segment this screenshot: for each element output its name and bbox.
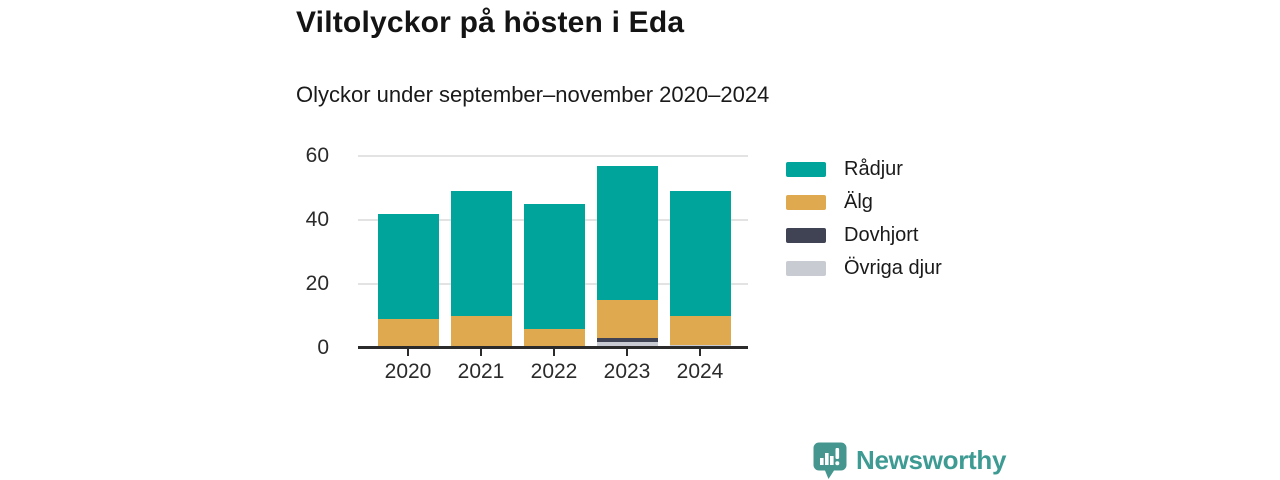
legend-label-Dovhjort: Dovhjort bbox=[844, 224, 919, 246]
bar-segment-2023-Dovhjort bbox=[596, 338, 658, 342]
legend-label-Rådjur: Rådjur bbox=[844, 158, 903, 180]
legend-item-Rådjur: Rådjur bbox=[786, 158, 942, 180]
y-axis-labels: 0 20 40 60 bbox=[256, 144, 344, 359]
bar-segment-2021-Älg bbox=[450, 316, 512, 348]
legend-item-Älg: Älg bbox=[786, 191, 942, 213]
y-tick-label-0: 0 bbox=[317, 336, 329, 359]
bar-segment-2024-Älg bbox=[669, 316, 731, 345]
legend-item-Dovhjort: Dovhjort bbox=[786, 224, 942, 246]
chart-subtitle: Olyckor under september–november 2020–20… bbox=[296, 82, 770, 107]
legend-swatch-Övriga djur bbox=[786, 261, 826, 276]
bar-segment-2020-Älg bbox=[377, 319, 439, 348]
chart-title: Viltolyckor på hösten i Eda bbox=[296, 6, 685, 39]
bar-2020 bbox=[377, 213, 439, 348]
x-tick-2024 bbox=[699, 349, 701, 356]
bar-segment-2022-Älg bbox=[523, 328, 585, 348]
bar-segment-2022-Rådjur bbox=[523, 204, 585, 329]
bar-segment-2023-Övriga djur bbox=[596, 341, 658, 348]
bar-segment-2023-Rådjur bbox=[596, 165, 658, 301]
legend-label-Övriga djur: Övriga djur bbox=[844, 257, 942, 279]
y-tick-label-20: 20 bbox=[305, 272, 329, 295]
x-axis-label-2024: 2024 bbox=[676, 360, 724, 383]
y-tick-label-40: 40 bbox=[305, 208, 329, 231]
x-tick-2021 bbox=[480, 349, 482, 356]
bar-segment-2020-Rådjur bbox=[377, 213, 439, 320]
bar-2023 bbox=[596, 165, 658, 348]
branding: Newsworthy bbox=[813, 442, 1006, 480]
bar-segment-2024-Rådjur bbox=[669, 191, 731, 317]
legend: Rådjur Älg Dovhjort Övriga djur bbox=[786, 158, 942, 294]
x-axis-label-2020: 2020 bbox=[384, 360, 432, 383]
legend-swatch-Älg bbox=[786, 195, 826, 210]
newsworthy-logo-icon bbox=[813, 442, 847, 479]
y-tick-label-60: 60 bbox=[305, 144, 329, 167]
bar-segment-2023-Älg bbox=[596, 300, 658, 339]
newsworthy-logo-text: Newsworthy bbox=[856, 445, 1007, 475]
x-axis-label-2023: 2023 bbox=[603, 360, 651, 383]
x-axis-label-2021: 2021 bbox=[457, 360, 505, 383]
legend-swatch-Rådjur bbox=[786, 162, 826, 177]
x-axis-label-2022: 2022 bbox=[530, 360, 578, 383]
legend-swatch-Dovhjort bbox=[786, 228, 826, 243]
plot-area: 2020 2021 2022 2023 2024 bbox=[358, 155, 748, 383]
legend-label-Älg: Älg bbox=[844, 191, 873, 213]
gridline-60 bbox=[358, 155, 748, 157]
x-tick-2022 bbox=[553, 349, 555, 356]
x-axis-line bbox=[358, 346, 748, 349]
legend-item-Övriga djur: Övriga djur bbox=[786, 257, 942, 279]
x-tick-2020 bbox=[407, 349, 409, 356]
bar-2022 bbox=[523, 204, 585, 348]
bar-segment-2021-Rådjur bbox=[450, 191, 512, 316]
bar-2024 bbox=[669, 191, 731, 348]
bar-2021 bbox=[450, 191, 512, 348]
x-tick-2023 bbox=[626, 349, 628, 356]
